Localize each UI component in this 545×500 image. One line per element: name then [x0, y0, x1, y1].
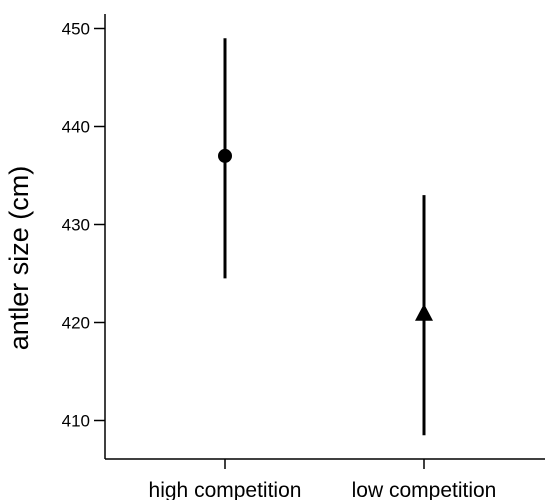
- y-tick-label-440: 440: [62, 118, 90, 137]
- x-category-label-1: high competition: [149, 479, 302, 500]
- data-marks: [218, 38, 433, 436]
- x-category-label-2: low competition: [352, 479, 497, 500]
- data-point-2: [415, 303, 433, 321]
- y-tick-label-410: 410: [62, 412, 90, 431]
- y-tick-label-420: 420: [62, 314, 90, 333]
- data-point-1: [218, 148, 232, 163]
- y-tick-label-450: 450: [62, 20, 90, 39]
- y-axis-title: antler size (cm): [4, 166, 34, 351]
- y-tick-label-430: 430: [62, 216, 90, 235]
- y-ticks: 410 420 430 440 450: [62, 20, 105, 431]
- x-ticks: high competition low competition: [149, 459, 497, 500]
